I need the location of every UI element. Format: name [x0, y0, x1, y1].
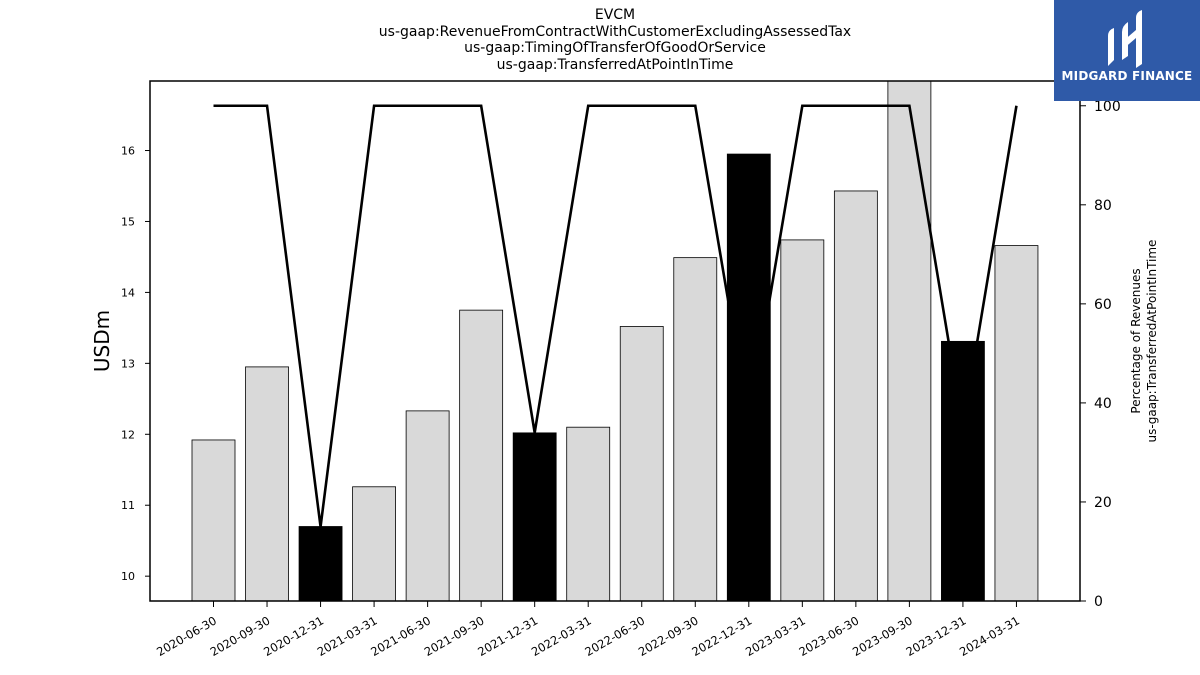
- x-tick-label: 2024-03-31: [957, 613, 1022, 659]
- bar-2023-09-30: [887, 80, 932, 602]
- bar-2022-03-31: [566, 426, 611, 602]
- bar-2023-12-31: [941, 340, 985, 602]
- bar-2021-03-31: [352, 486, 396, 602]
- x-tick-label: 2020-09-30: [208, 613, 273, 659]
- bar-2024-03-31: [994, 245, 1039, 602]
- y-tick-label: 10: [121, 570, 135, 583]
- x-tick-label: 2021-03-31: [315, 613, 380, 659]
- y-tick-label: 11: [121, 499, 135, 512]
- chart-title-member: us-gaap:TransferredAtPointInTime: [496, 56, 734, 73]
- line-series: [213, 104, 1018, 527]
- chart-title-axis: us-gaap:TimingOfTransferOfGoodOrService: [464, 40, 766, 56]
- y2-tick-label: 60: [1094, 297, 1112, 313]
- y-tick-label: 15: [121, 215, 135, 228]
- y2-tick-label: 40: [1094, 396, 1112, 412]
- x-tick-label: 2021-06-30: [368, 613, 433, 659]
- chart-title-concept: us-gaap:RevenueFromContractWithCustomerE…: [378, 23, 852, 40]
- x-tick-label: 2022-03-31: [529, 613, 594, 659]
- y2-axis-label-line1: Percentage of Revenues: [1129, 268, 1143, 413]
- y2-tick-label: 100: [1094, 99, 1121, 115]
- y-tick-label: 16: [121, 145, 135, 158]
- bars-layer: [191, 80, 1039, 602]
- bar-2022-12-31: [726, 153, 771, 602]
- x-tick-label: 2023-06-30: [796, 613, 861, 659]
- y2-tick-label: 0: [1094, 594, 1103, 610]
- bar-2020-06-30: [191, 439, 236, 602]
- bar-2023-03-31: [780, 239, 825, 602]
- midgard-logo-icon: [1108, 10, 1142, 68]
- bar-2021-12-31: [512, 432, 557, 602]
- bar-2021-09-30: [459, 309, 504, 602]
- x-tick-label: 2020-06-30: [154, 613, 219, 659]
- bar-2020-12-31: [298, 526, 343, 602]
- x-tick-label: 2022-12-31: [689, 613, 754, 659]
- bar-2022-06-30: [619, 326, 664, 602]
- y-tick-label: 14: [121, 286, 135, 299]
- x-tick-label: 2023-09-30: [850, 613, 915, 659]
- y-tick-label: 13: [121, 357, 135, 370]
- bar-2020-09-30: [245, 366, 289, 602]
- bar-2023-06-30: [833, 190, 878, 602]
- bar-2022-09-30: [673, 257, 718, 602]
- brand-logo: MIDGARD FINANCE: [1054, 0, 1200, 101]
- chart-title-ticker: EVCM: [594, 7, 636, 23]
- x-tick-label: 2022-06-30: [582, 613, 647, 659]
- x-tick-label: 2022-09-30: [636, 613, 701, 659]
- x-tick-label: 2023-12-31: [904, 613, 969, 659]
- x-tick-label: 2023-03-31: [743, 613, 808, 659]
- plot-frame: [149, 80, 1081, 602]
- y2-axis-label-line2: us-gaap:TransferredAtPointInTime: [1145, 240, 1159, 443]
- y2-tick-label: 80: [1094, 198, 1112, 214]
- x-tick-label: 2021-09-30: [422, 613, 487, 659]
- x-tick-label: 2020-12-31: [261, 613, 326, 659]
- x-tick-label: 2021-12-31: [475, 613, 540, 659]
- y-axis-label: USDm: [90, 310, 114, 372]
- line-layer: [213, 104, 1018, 527]
- bar-2021-06-30: [405, 410, 450, 602]
- brand-name: MIDGARD FINANCE: [1061, 69, 1193, 83]
- y-tick-label: 12: [121, 428, 135, 441]
- chart-title-block: EVCM us-gaap:RevenueFromContractWithCust…: [0, 7, 1200, 73]
- y2-tick-label: 20: [1094, 495, 1112, 511]
